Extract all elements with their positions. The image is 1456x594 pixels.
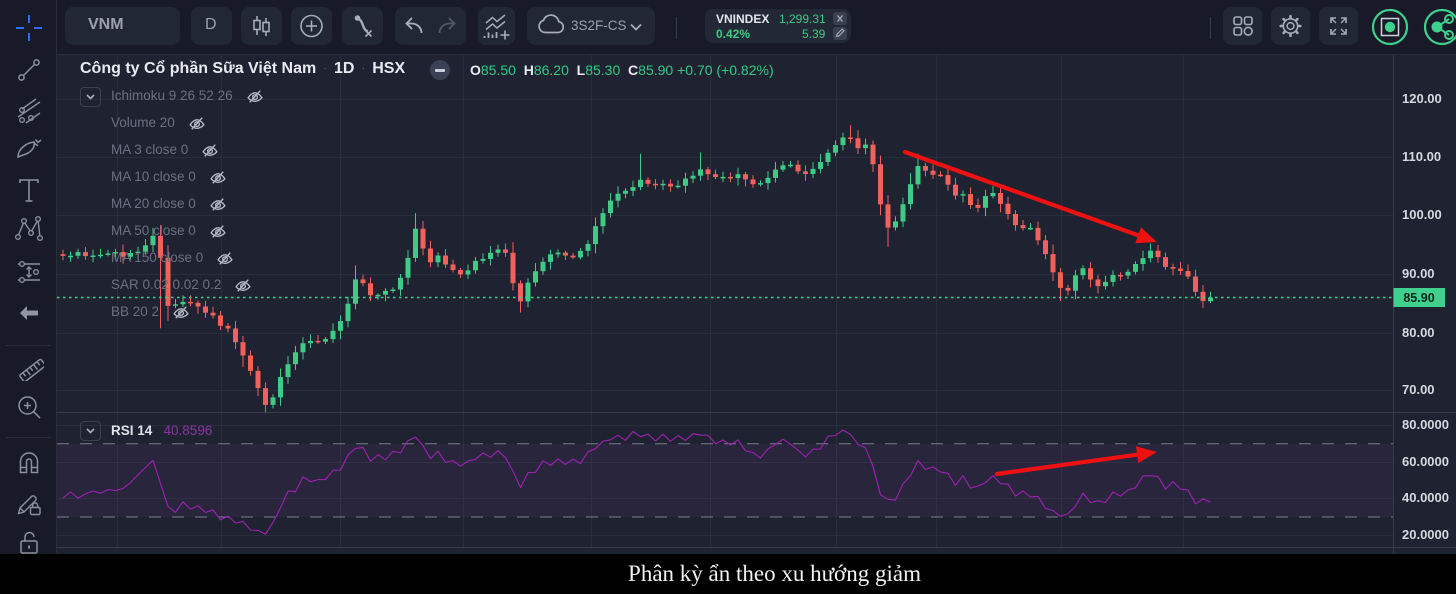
svg-text:90.00: 90.00 xyxy=(1402,266,1435,281)
svg-text:85.90: 85.90 xyxy=(1403,291,1434,305)
svg-text:110.00: 110.00 xyxy=(1402,149,1441,164)
svg-text:20.0000: 20.0000 xyxy=(1402,527,1449,542)
svg-text:60.0000: 60.0000 xyxy=(1402,454,1449,469)
svg-text:80.00: 80.00 xyxy=(1402,325,1435,340)
svg-text:100.00: 100.00 xyxy=(1402,207,1442,222)
svg-text:80.0000: 80.0000 xyxy=(1402,417,1449,432)
svg-text:70.00: 70.00 xyxy=(1402,382,1435,397)
svg-text:120.00: 120.00 xyxy=(1402,91,1442,106)
svg-text:40.0000: 40.0000 xyxy=(1402,490,1449,505)
